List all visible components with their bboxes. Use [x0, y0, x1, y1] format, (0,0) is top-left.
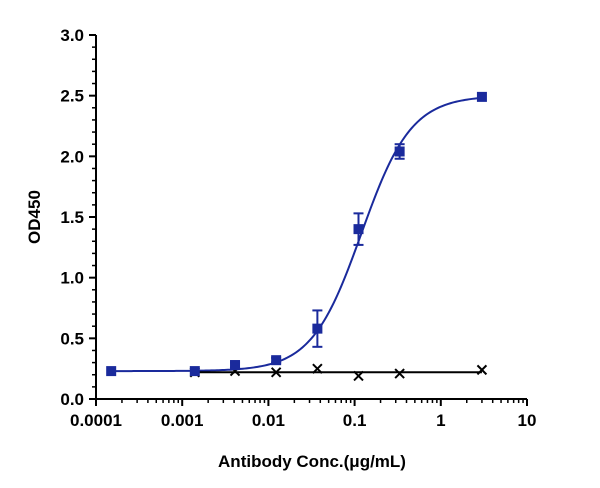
- series-1-point: [476, 91, 487, 102]
- series-1-point: [394, 143, 405, 160]
- series-2-point: [476, 364, 488, 376]
- data-marks: [106, 91, 488, 382]
- square-marker: [476, 91, 487, 102]
- x-tick-label: 10: [518, 411, 537, 430]
- series-1-point: [230, 360, 241, 371]
- square-marker: [353, 224, 364, 235]
- square-marker: [394, 146, 405, 157]
- series-1-point: [312, 309, 323, 348]
- fit-curves: [111, 96, 483, 374]
- x-marker-stroke: [270, 367, 282, 378]
- x-tick-label: 0.01: [252, 411, 285, 430]
- x-tick-label: 0.0001: [70, 411, 122, 430]
- series-1-point: [353, 212, 364, 246]
- y-tick-label: 1.5: [60, 208, 84, 227]
- x-marker-stroke: [312, 363, 323, 374]
- x-marker-stroke: [353, 370, 364, 382]
- x-tick-label: 1: [436, 411, 445, 430]
- series-1-point: [271, 355, 282, 366]
- y-tick-label: 2.0: [60, 147, 84, 166]
- x-marker-stroke: [476, 364, 488, 376]
- x-marker-stroke: [394, 368, 405, 379]
- square-marker: [271, 355, 282, 366]
- y-tick-label: 3.0: [60, 26, 84, 45]
- y-tick-label: 1.0: [60, 269, 84, 288]
- y-tick-label: 2.5: [60, 87, 84, 106]
- square-marker: [230, 360, 241, 371]
- series-2-point: [394, 368, 405, 379]
- x-tick-label: 0.001: [161, 411, 204, 430]
- series-1-point: [189, 366, 200, 377]
- series-2-point: [312, 363, 323, 374]
- square-marker: [312, 323, 323, 334]
- y-tick-label: 0.5: [60, 329, 84, 348]
- square-marker: [106, 366, 117, 377]
- series-2-point: [353, 370, 364, 382]
- y-tick-label: 0.0: [60, 390, 84, 409]
- series-1-fit-curve: [111, 96, 483, 373]
- x-tick-label: 0.1: [343, 411, 367, 430]
- series-2-point: [270, 367, 282, 378]
- square-marker: [189, 366, 200, 377]
- y-axis-title: OD450: [25, 190, 44, 244]
- x-axis-title: Antibody Conc.(μg/mL): [218, 452, 406, 471]
- series-1-point: [106, 366, 117, 377]
- axes: 0.0 0.5 1.0 1.5 2.0 2.5 3.0 0.0001 0.001 0.01 0.1 1…: [60, 26, 536, 430]
